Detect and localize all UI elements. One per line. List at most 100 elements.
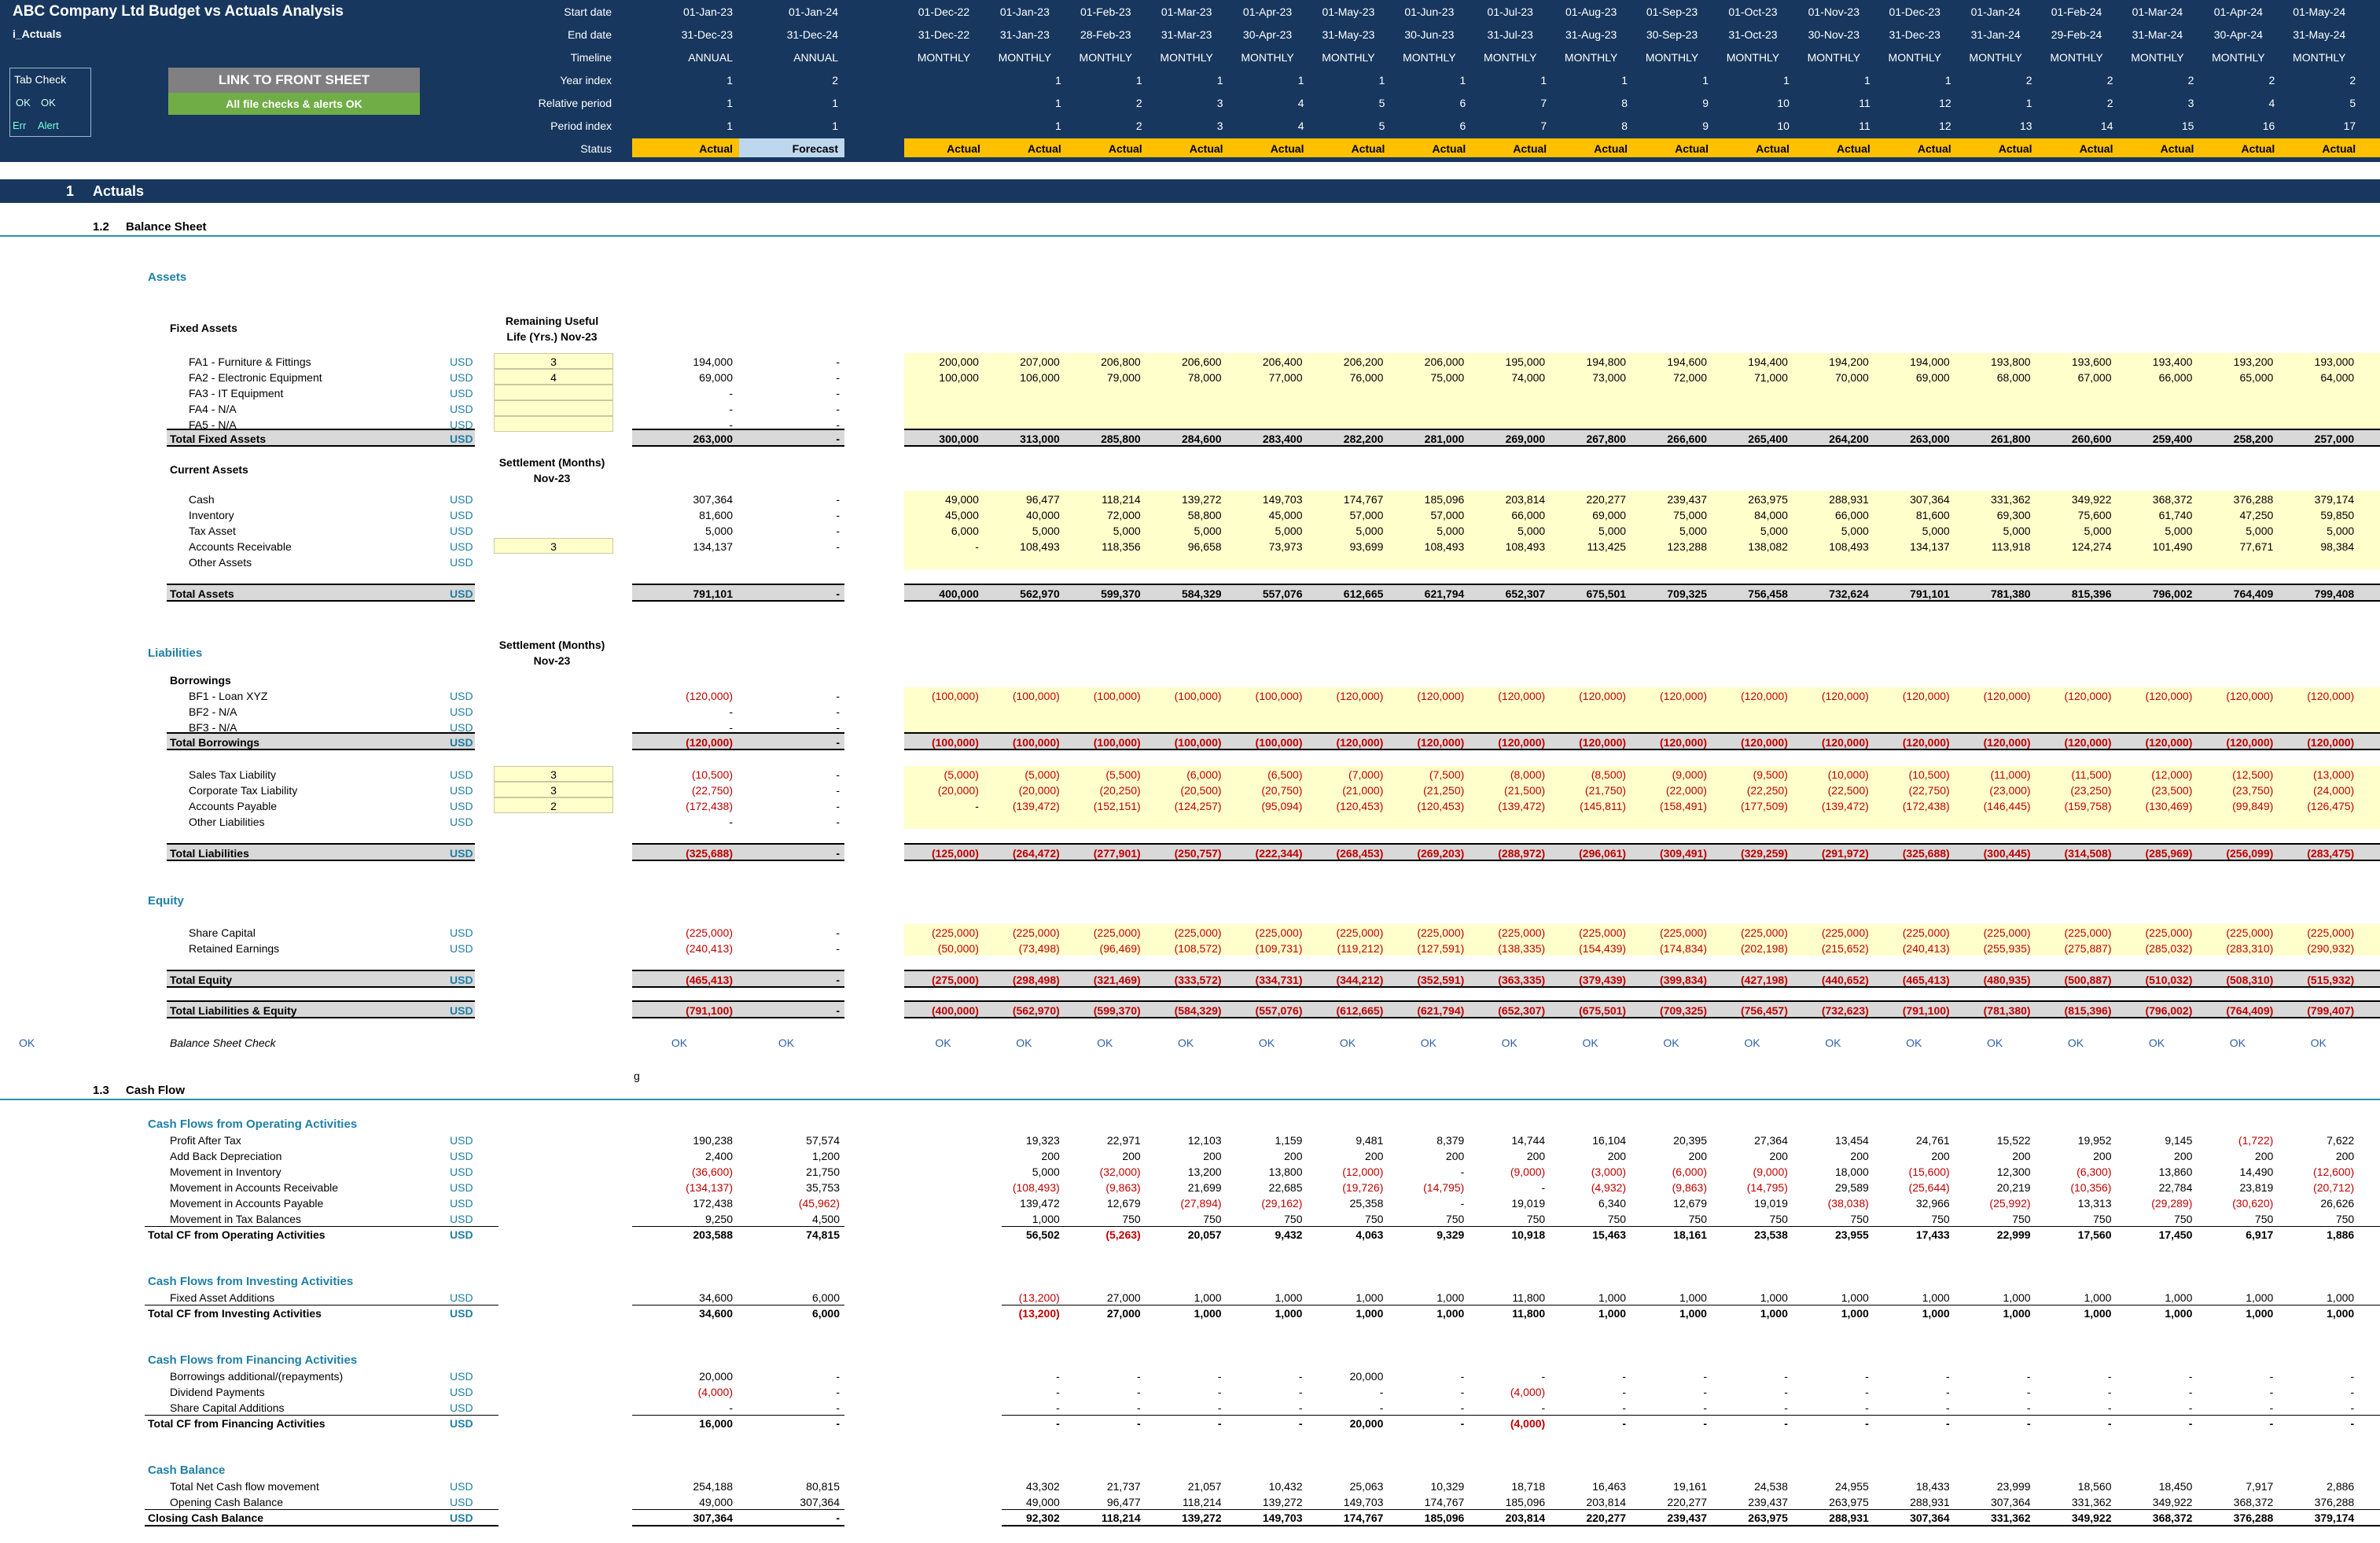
row-month-value[interactable]: 194,800 xyxy=(1586,355,1627,368)
row-month-value[interactable]: (5,000) xyxy=(944,768,979,781)
row-month-value[interactable]: 118,214 xyxy=(1102,493,1141,506)
row-month-value[interactable]: (5,500) xyxy=(1105,768,1141,781)
row-month-value[interactable]: 203,814 xyxy=(1505,493,1546,506)
row-month-value[interactable]: 96,658 xyxy=(1187,540,1222,553)
row-month-value[interactable]: 75,600 xyxy=(2077,509,2112,521)
row-month-value[interactable]: (21,500) xyxy=(1504,784,1546,797)
row-month-value[interactable]: 193,200 xyxy=(2233,355,2274,368)
row-month-value[interactable]: (119,212) xyxy=(1337,942,1384,955)
row-month-value[interactable]: (50,000) xyxy=(937,942,979,955)
row-month-value[interactable]: 47,250 xyxy=(2239,509,2274,521)
row-month-value[interactable]: (12,500) xyxy=(2232,768,2274,781)
row-month-value[interactable]: (139,472) xyxy=(1498,800,1546,812)
row-month-value[interactable]: (9,000) xyxy=(1672,768,1707,781)
row-month-value[interactable]: (225,000) xyxy=(1093,926,1141,939)
row-month-value[interactable]: 106,000 xyxy=(1020,371,1060,384)
row-month-value[interactable]: (202,198) xyxy=(1740,942,1788,955)
row-month-value[interactable]: 57,000 xyxy=(1430,509,1465,521)
row-month-value[interactable]: (23,250) xyxy=(2070,784,2112,797)
row-month-value[interactable]: 72,000 xyxy=(1673,371,1707,384)
row-month-value[interactable]: 206,400 xyxy=(1262,355,1303,368)
row-month-value[interactable]: 78,000 xyxy=(1187,371,1222,384)
row-month-value[interactable]: 194,200 xyxy=(1829,355,1869,368)
row-month-value[interactable]: 5,000 xyxy=(1598,525,1627,537)
row-month-value[interactable]: (285,032) xyxy=(2145,942,2193,955)
row-month-value[interactable]: 108,493 xyxy=(1505,540,1546,553)
row-month-value[interactable]: (95,094) xyxy=(1261,800,1303,812)
row-month-value[interactable]: (240,413) xyxy=(1902,942,1950,955)
row-month-value[interactable]: (139,472) xyxy=(1821,800,1869,812)
row-month-value[interactable]: (225,000) xyxy=(931,926,979,939)
row-month-value[interactable]: 113,918 xyxy=(1992,540,2031,553)
row-month-value[interactable]: 368,372 xyxy=(2152,493,2193,506)
row-month-value[interactable]: (174,834) xyxy=(1660,942,1707,955)
row-month-value[interactable]: 123,288 xyxy=(1667,540,1707,553)
row-month-value[interactable]: (120,000) xyxy=(1983,690,2031,702)
row-month-value[interactable]: (120,000) xyxy=(2064,690,2112,702)
row-month-value[interactable]: 118,356 xyxy=(1102,540,1141,553)
row-month-value[interactable]: 5,000 xyxy=(1356,525,1384,537)
row-month-value[interactable]: 288,931 xyxy=(1829,493,1869,506)
row-month-value[interactable]: 69,300 xyxy=(1996,509,2031,521)
row-month-value[interactable]: 5,000 xyxy=(2003,525,2031,537)
row-month-value[interactable]: 138,082 xyxy=(1748,540,1788,553)
row-month-value[interactable]: (10,500) xyxy=(1908,768,1950,781)
row-input[interactable]: 3 xyxy=(550,540,557,553)
input-band-months[interactable] xyxy=(904,924,2380,940)
row-month-value[interactable]: 207,000 xyxy=(1020,355,1060,368)
row-month-value[interactable]: (225,000) xyxy=(2064,926,2112,939)
row-month-value[interactable]: (120,000) xyxy=(1902,690,1950,702)
row-month-value[interactable]: 194,600 xyxy=(1667,355,1707,368)
row-month-value[interactable]: (20,000) xyxy=(937,784,979,797)
row-month-value[interactable]: 239,437 xyxy=(1667,493,1707,506)
row-month-value[interactable]: 200,000 xyxy=(939,355,979,368)
row-month-value[interactable]: (255,935) xyxy=(1983,942,2031,955)
row-month-value[interactable]: 81,600 xyxy=(1915,509,1950,521)
row-month-value[interactable]: 220,277 xyxy=(1586,493,1627,506)
row-month-value[interactable]: (124,257) xyxy=(1174,800,1222,812)
row-month-value[interactable]: 79,000 xyxy=(1106,371,1141,384)
row-month-value[interactable]: 5,000 xyxy=(1113,525,1141,537)
row-month-value[interactable]: (9,500) xyxy=(1753,768,1788,781)
row-month-value[interactable]: 65,000 xyxy=(2239,371,2274,384)
row-month-value[interactable]: (99,849) xyxy=(2232,800,2274,812)
row-month-value[interactable]: (172,438) xyxy=(1902,800,1950,812)
row-month-value[interactable]: (225,000) xyxy=(1660,926,1707,939)
row-month-value[interactable]: (5,000) xyxy=(1024,768,1060,781)
row-month-value[interactable]: (120,000) xyxy=(2307,690,2355,702)
input-band-months[interactable] xyxy=(904,782,2380,797)
row-month-value[interactable]: 72,000 xyxy=(1106,509,1141,521)
row-month-value[interactable]: (100,000) xyxy=(1255,690,1303,702)
row-month-value[interactable]: (225,000) xyxy=(1417,926,1465,939)
row-month-value[interactable]: (11,000) xyxy=(1990,768,2031,781)
row-month-value[interactable]: 45,000 xyxy=(945,509,979,521)
row-month-value[interactable]: 134,137 xyxy=(1910,540,1950,553)
row-month-value[interactable]: (100,000) xyxy=(1174,690,1222,702)
row-month-value[interactable]: (225,000) xyxy=(1012,926,1060,939)
row-month-value[interactable]: (13,000) xyxy=(2313,768,2355,781)
row-month-value[interactable]: (7,500) xyxy=(1429,768,1465,781)
row-month-value[interactable]: 206,600 xyxy=(1181,355,1222,368)
row-month-value[interactable]: 5,000 xyxy=(1760,525,1788,537)
row-month-value[interactable]: (6,500) xyxy=(1267,768,1303,781)
row-month-value[interactable]: 108,493 xyxy=(1020,540,1060,553)
row-month-value[interactable]: (139,472) xyxy=(1012,800,1060,812)
input-band-months[interactable] xyxy=(904,400,2380,416)
row-month-value[interactable]: (22,250) xyxy=(1746,784,1788,797)
row-month-value[interactable]: (225,000) xyxy=(1255,926,1303,939)
row-month-value[interactable]: (290,932) xyxy=(2307,942,2355,955)
row-month-value[interactable]: (108,572) xyxy=(1174,942,1222,955)
row-month-value[interactable]: 66,000 xyxy=(1511,509,1546,521)
row-month-value[interactable]: (11,500) xyxy=(2071,768,2112,781)
row-month-value[interactable]: 5,000 xyxy=(2327,525,2355,537)
row-month-value[interactable]: 108,493 xyxy=(1829,540,1869,553)
row-month-value[interactable]: 193,600 xyxy=(2071,355,2112,368)
row-month-value[interactable]: 96,477 xyxy=(1025,493,1060,506)
row-month-value[interactable]: 66,000 xyxy=(2158,371,2193,384)
row-month-value[interactable]: 77,671 xyxy=(2239,540,2274,553)
row-month-value[interactable]: 113,425 xyxy=(1587,540,1627,553)
row-month-value[interactable]: (23,000) xyxy=(1989,784,2031,797)
row-month-value[interactable]: (21,000) xyxy=(1342,784,1384,797)
row-month-value[interactable]: 124,274 xyxy=(2071,540,2112,553)
row-month-value[interactable]: 98,384 xyxy=(2320,540,2355,553)
